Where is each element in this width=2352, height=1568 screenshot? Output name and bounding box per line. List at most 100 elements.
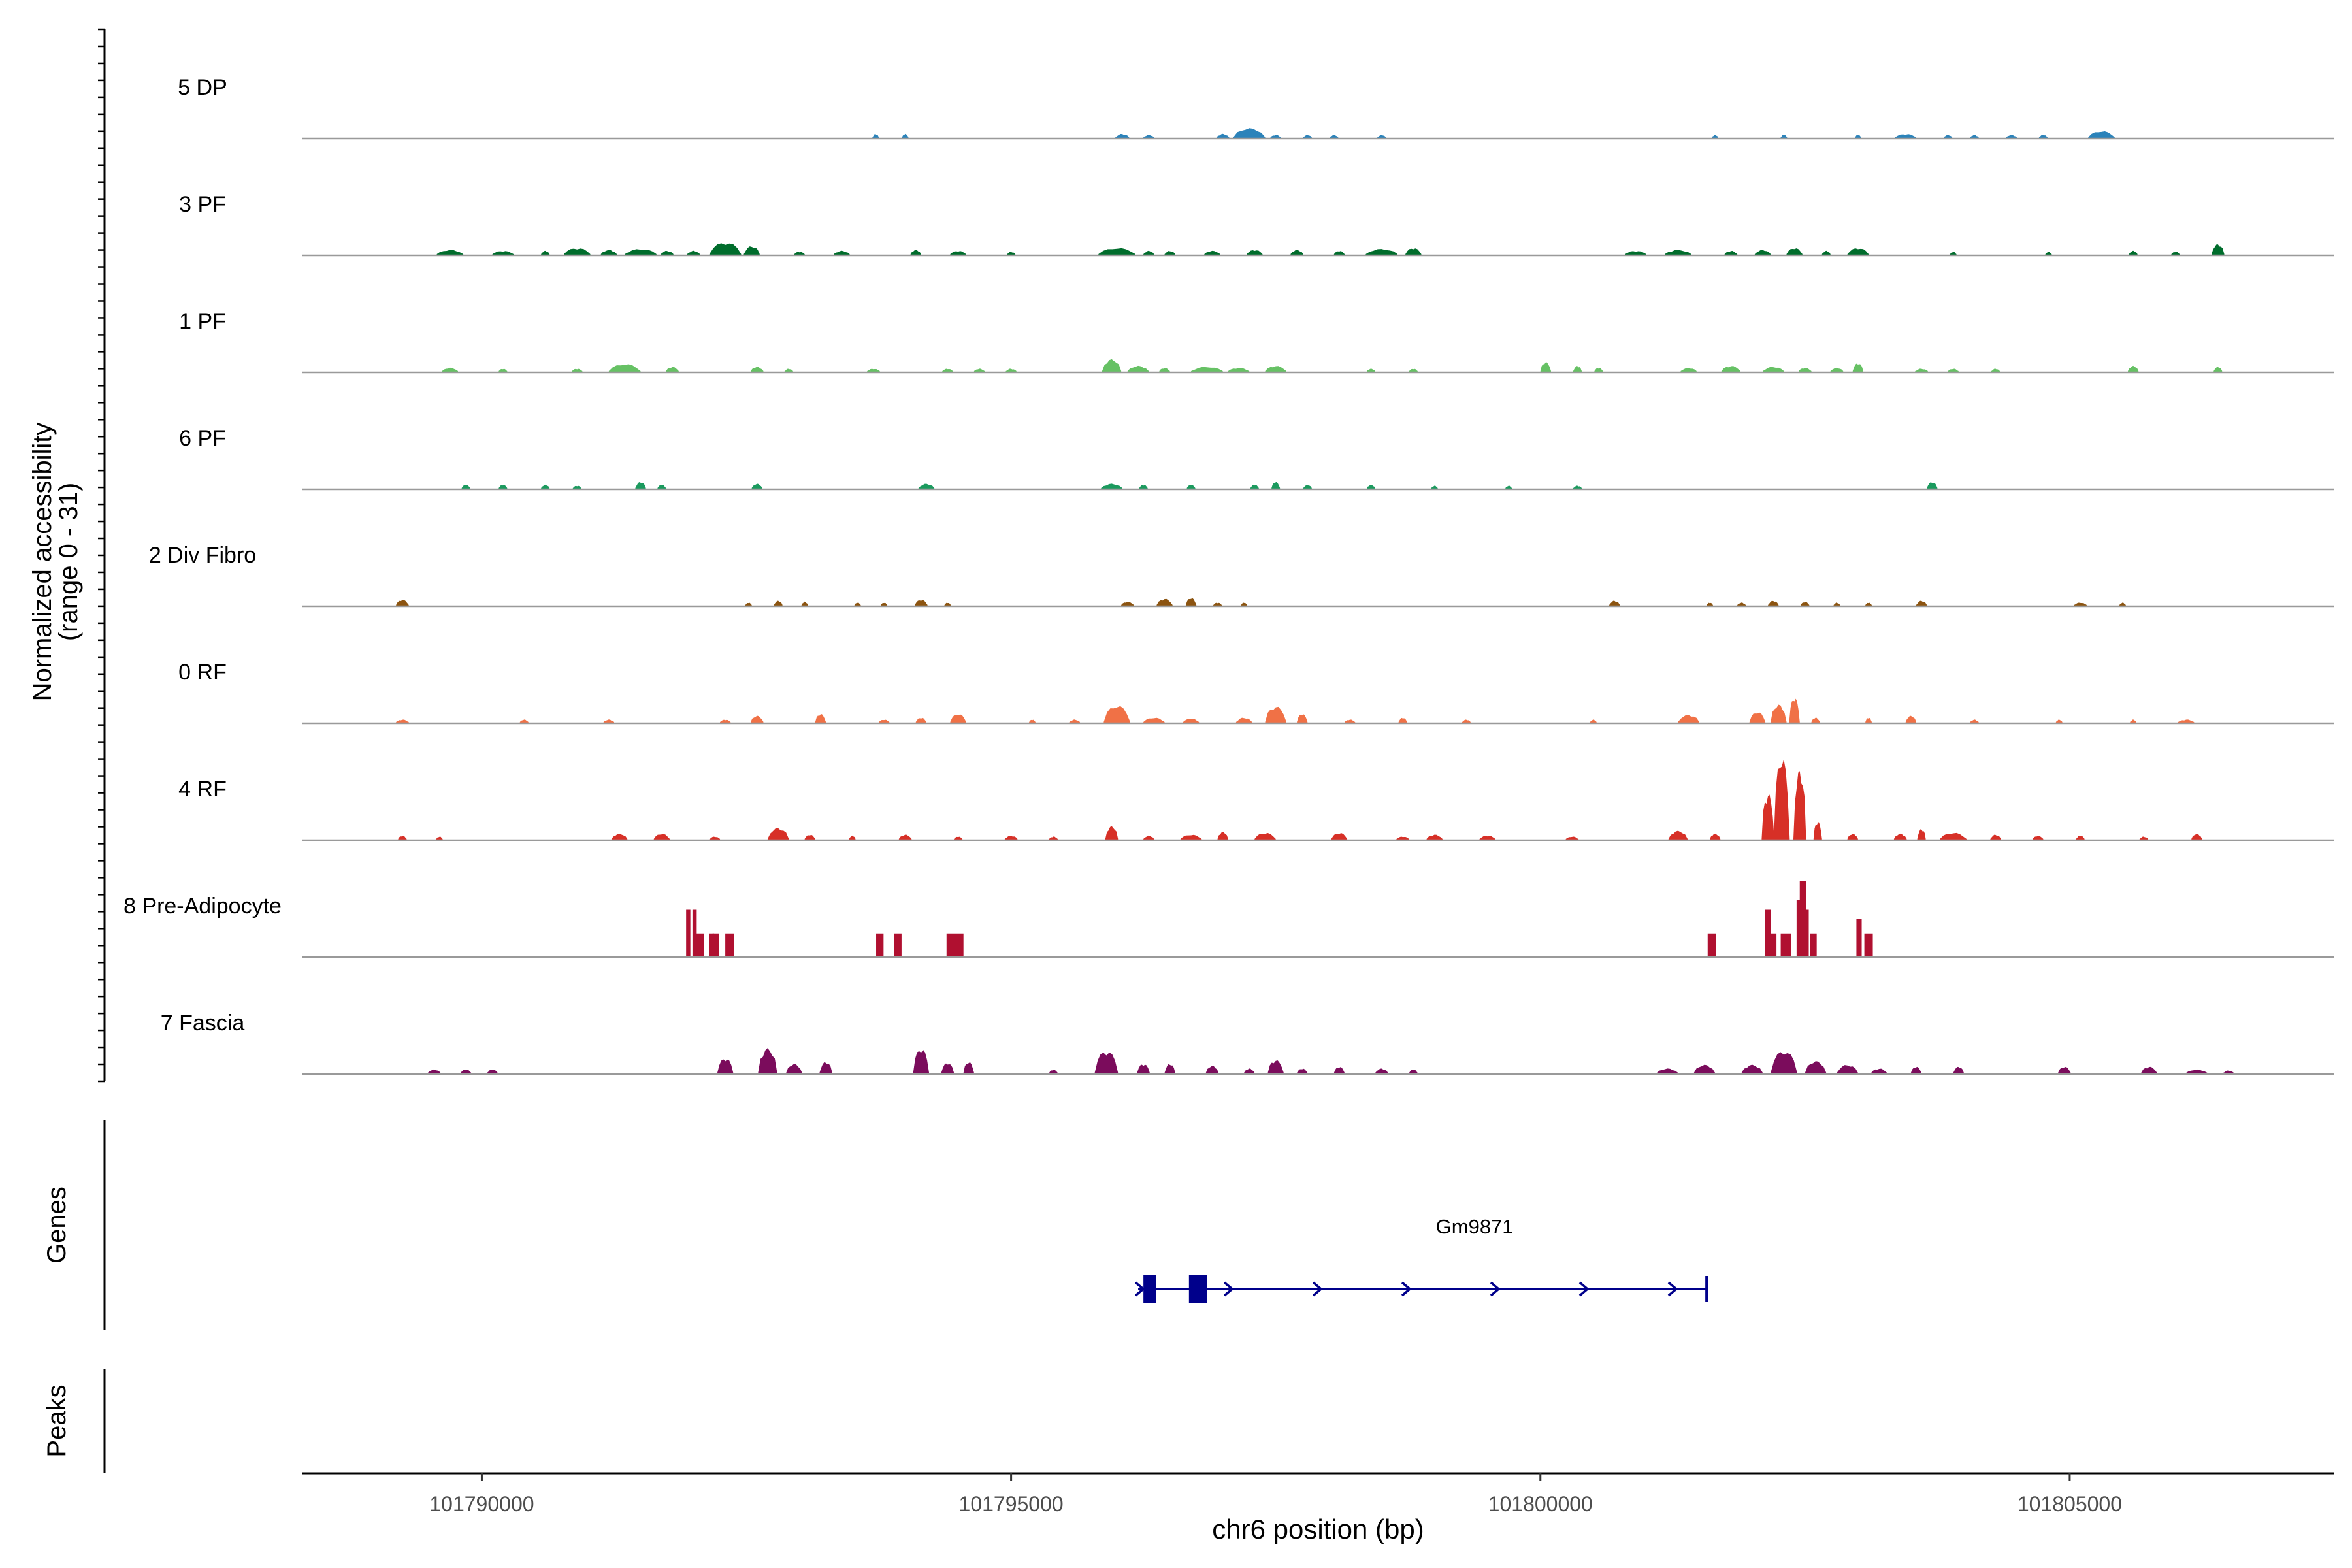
coverage-peak (1127, 365, 1149, 372)
coverage-peak (1431, 485, 1438, 489)
coverage-peak (1893, 833, 1907, 840)
coverage-peak (767, 828, 789, 840)
coverage-peak (1765, 909, 1771, 957)
track-4-rf: 4 RF (178, 759, 2334, 841)
coverage-peak (2191, 833, 2202, 840)
coverage-peak (461, 1070, 472, 1074)
coverage-peak (498, 485, 508, 489)
coverage-peak (1250, 485, 1259, 489)
coverage-peak (881, 602, 888, 606)
coverage-peak (1143, 835, 1154, 840)
coverage-peak (1940, 832, 1967, 840)
strand-arrow (1223, 1281, 1234, 1297)
y-axis-range-label: (range 0 - 31) (54, 483, 83, 641)
coverage-peak (1793, 771, 1806, 840)
coverage-peak (1707, 602, 1713, 606)
coverage-peak (1375, 1068, 1388, 1074)
coverage-peak (611, 833, 628, 840)
coverage-peak (1780, 933, 1791, 957)
coverage-peak (717, 1059, 734, 1074)
coverage-peak (2033, 836, 2044, 840)
coverage-peak (1367, 484, 1375, 489)
coverage-peak (1770, 933, 1777, 957)
coverage-peak (1801, 602, 1810, 606)
coverage-peak (608, 364, 641, 372)
coverage-peak (1049, 836, 1058, 840)
coverage-peak (819, 1062, 832, 1074)
track-label: 8 Pre-Adipocyte (123, 894, 282, 919)
coverage-peak (487, 1070, 498, 1074)
coverage-peak (541, 484, 550, 489)
coverage-peak (946, 933, 964, 957)
coverage-peak (898, 834, 912, 840)
coverage-peak (1185, 598, 1197, 606)
coverage-peak (1265, 706, 1286, 723)
coverage-peak (1105, 826, 1119, 840)
track-label: 6 PF (179, 426, 226, 451)
coverage-peak (461, 485, 470, 489)
coverage-peak (1754, 250, 1771, 255)
coverage-peak (1005, 368, 1017, 372)
coverage-peak (687, 250, 700, 255)
coverage-peak (1895, 134, 1916, 139)
coverage-peak (2119, 602, 2126, 606)
coverage-peak (657, 485, 666, 489)
coverage-peak (751, 715, 764, 723)
coverage-peak (1143, 717, 1165, 723)
coverage-peak (1213, 602, 1222, 606)
coverage-peak (1505, 485, 1512, 489)
coverage-peak (2186, 1069, 2208, 1074)
coverage-peak (1805, 1061, 1827, 1074)
coverage-peak (1271, 482, 1281, 489)
coverage-peak (2223, 1070, 2234, 1074)
coverage-peak (801, 601, 808, 606)
coverage-peak (1409, 368, 1418, 372)
coverage-peak (1710, 833, 1721, 840)
track-5-dp: 5 DP (178, 75, 2334, 140)
coverage-peak (1871, 1068, 1887, 1074)
coverage-peak (1799, 881, 1806, 957)
coverage-peak (1910, 1066, 1922, 1074)
coverage-peak (941, 1063, 955, 1074)
coverage-peak (1707, 933, 1716, 957)
coverage-peak (1333, 1067, 1345, 1074)
coverage-peak (1377, 135, 1386, 139)
coverage-peak (396, 719, 409, 723)
coverage-peak (1244, 1068, 1255, 1074)
coverage-peak (572, 368, 583, 372)
coverage-peak (1625, 251, 1646, 255)
coverage-peak (720, 719, 731, 723)
coverage-peak (519, 719, 529, 723)
gene-exon (1188, 1275, 1207, 1303)
coverage-peak (1205, 1066, 1219, 1074)
coverage-peak (1668, 830, 1688, 840)
coverage-peak (1396, 836, 1409, 840)
coverage-peak (915, 600, 928, 606)
coverage-peak (1774, 759, 1790, 840)
coverage-peak (1799, 368, 1812, 372)
gene-label: Gm9871 (1436, 1215, 1514, 1238)
coverage-peak (666, 367, 679, 372)
coverage-peak (950, 251, 966, 255)
coverage-peak (1180, 834, 1202, 840)
coverage-peak (1007, 252, 1016, 255)
coverage-peak (1916, 600, 1927, 606)
coverage-peak (1948, 368, 1959, 372)
coverage-peak (1365, 249, 1398, 255)
strand-arrow (1667, 1281, 1678, 1297)
coverage-peak (1805, 909, 1809, 957)
coverage-peak (1186, 485, 1196, 489)
y-axis-title: Normalized accessibility (28, 423, 57, 702)
coverage-peak (2058, 1066, 2071, 1074)
coverage-peak (1004, 836, 1018, 840)
coverage-peak (1297, 1068, 1308, 1074)
coverage-peak (1333, 251, 1345, 255)
coverage-peak (1233, 128, 1266, 139)
coverage-peak (1665, 250, 1691, 255)
coverage-peak (1944, 135, 1953, 139)
gene-layer (1135, 1275, 1708, 1303)
coverage-peak (1265, 366, 1286, 372)
track-label: 2 Div Fibro (149, 543, 256, 568)
coverage-peak (1290, 250, 1303, 255)
